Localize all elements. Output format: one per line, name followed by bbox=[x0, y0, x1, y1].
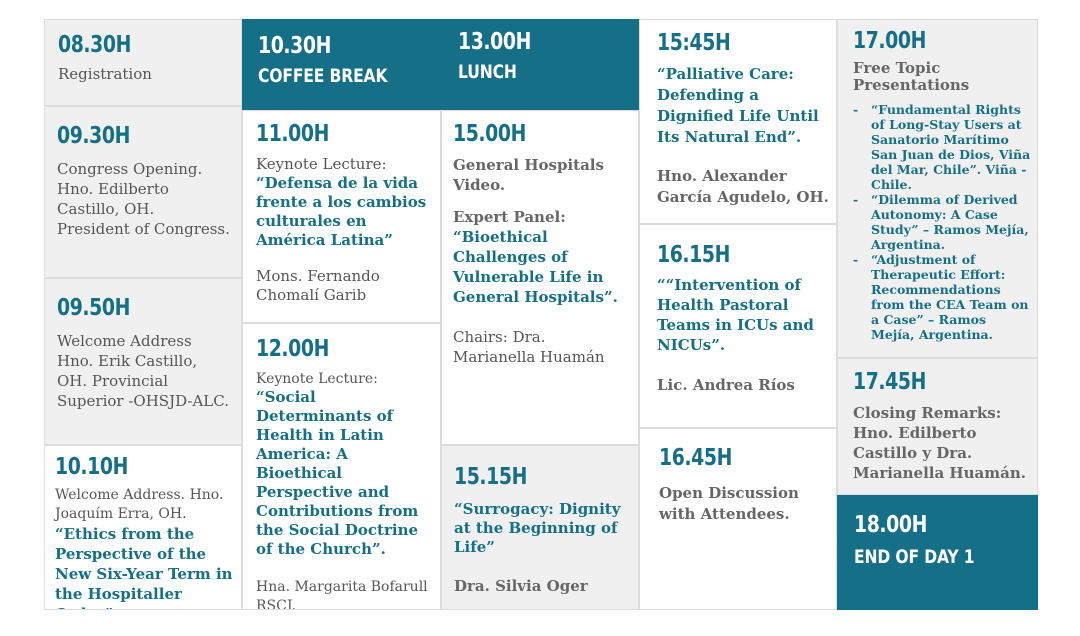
session-1800-end-of-day: 18.00H END OF DAY 1 bbox=[837, 495, 1038, 610]
session-1200: 12.00H Keynote Lecture: “Social Determin… bbox=[242, 323, 441, 610]
session-text: Congress Opening. Hno. Edilberto Castill… bbox=[57, 160, 230, 238]
session-time: 17.45H bbox=[853, 369, 926, 395]
session-speaker: Dra. Silvia Oger bbox=[454, 577, 588, 595]
session-text: Free Topic Presentations bbox=[853, 59, 970, 94]
session-time: 10.30H bbox=[258, 33, 331, 59]
session-speaker: Lic. Andrea Ríos bbox=[657, 376, 795, 394]
presentation-list: “Fundamental Rights of Long-Stay Users a… bbox=[853, 102, 1031, 342]
session-time: 10.10H bbox=[55, 454, 128, 480]
session-time: 09.30H bbox=[57, 123, 130, 149]
session-title: “Ethics from the Perspective of the New … bbox=[55, 525, 233, 609]
session-0930: 09.30H Congress Opening. Hno. Edilberto … bbox=[44, 106, 242, 278]
presentation-item: “Adjustment of Therapeutic Effort: Recom… bbox=[853, 252, 1031, 342]
break-label: COFFEE BREAK bbox=[258, 65, 388, 87]
session-1010: 10.10H Welcome Address. Hno. Joaquím Err… bbox=[44, 445, 242, 610]
session-1615: 16.15H ““Intervention of Health Pastoral… bbox=[639, 224, 837, 428]
session-time: 08.30H bbox=[58, 32, 131, 58]
column-5: 17.00H Free Topic Presentations “Fundame… bbox=[837, 19, 1038, 610]
session-title: “Social Determinants of Health in Latin … bbox=[256, 388, 419, 558]
session-1100: 11.00H Keynote Lecture: “Defensa de la v… bbox=[242, 110, 441, 323]
session-text: Registration bbox=[58, 65, 152, 83]
break-label: LUNCH bbox=[458, 61, 517, 83]
session-intro: Keynote Lecture: bbox=[256, 371, 378, 387]
session-text: Open Discussion with Attendees. bbox=[659, 484, 799, 523]
session-intro: Expert Panel: bbox=[453, 208, 566, 226]
session-intro: Keynote Lecture: bbox=[256, 155, 387, 173]
column-2: 10.30H COFFEE BREAK 11.00H Keynote Lectu… bbox=[242, 19, 441, 610]
session-text: Welcome Address Hno. Erik Castillo, OH. … bbox=[57, 332, 229, 410]
column-1: 08.30H Registration 09.30H Congress Open… bbox=[44, 19, 242, 610]
session-text: Closing Remarks: Hno. Edilberto Castillo… bbox=[853, 404, 1026, 482]
session-1745: 17.45H Closing Remarks: Hno. Edilberto C… bbox=[837, 358, 1038, 495]
session-speaker: Hno. Alexander García Agudelo, OH. bbox=[657, 167, 829, 206]
session-0830: 08.30H Registration bbox=[44, 19, 242, 106]
agenda-grid: 08.30H Registration 09.30H Congress Open… bbox=[44, 19, 1038, 610]
column-4: 15:45H “Palliative Care: Defending a Dig… bbox=[639, 19, 837, 610]
session-time: 12.00H bbox=[256, 336, 329, 362]
session-time: 13.00H bbox=[458, 29, 531, 55]
end-label: END OF DAY 1 bbox=[854, 546, 975, 568]
session-time: 11.00H bbox=[256, 121, 329, 147]
session-time: 17.00H bbox=[853, 28, 926, 54]
session-time: 15.15H bbox=[454, 464, 527, 490]
session-0950: 09.50H Welcome Address Hno. Erik Castill… bbox=[44, 278, 242, 445]
session-title: “Surrogacy: Dignity at the Beginning of … bbox=[454, 500, 621, 556]
session-1645: 16.45H Open Discussion with Attendees. bbox=[639, 428, 837, 610]
session-time: 16.15H bbox=[657, 242, 730, 268]
session-title: “Palliative Care: Defending a Dignified … bbox=[657, 65, 819, 146]
session-title: ““Intervention of Health Pastoral Teams … bbox=[657, 276, 814, 354]
session-intro: Welcome Address. Hno. Joaquím Erra, OH. bbox=[55, 487, 224, 522]
session-1545: 15:45H “Palliative Care: Defending a Dig… bbox=[639, 19, 837, 224]
session-time: 18.00H bbox=[854, 512, 927, 538]
column-3: 13.00H LUNCH 15.00H General Hospitals Vi… bbox=[441, 19, 639, 610]
session-title: “Bioethical Challenges of Vulnerable Lif… bbox=[453, 228, 618, 306]
session-1500: 15.00H General Hospitals Video. Expert P… bbox=[441, 110, 639, 445]
presentation-item: “Fundamental Rights of Long-Stay Users a… bbox=[853, 102, 1031, 192]
session-time: 15:45H bbox=[657, 30, 731, 56]
session-text: General Hospitals Video. bbox=[453, 156, 604, 194]
session-title: “Defensa de la vida frente a los cambios… bbox=[256, 174, 427, 249]
session-speaker: Hna. Margarita Bofarull RSCJ. bbox=[256, 579, 428, 610]
session-speaker: Mons. Fernando Chomalí Garib bbox=[256, 267, 380, 304]
presentation-item: “Dilemma of Derived Autonomy: A Case Stu… bbox=[853, 192, 1031, 252]
session-chairs: Chairs: Dra. Marianella Huamán bbox=[453, 328, 605, 366]
session-1030-coffee-break: 10.30H COFFEE BREAK bbox=[242, 19, 441, 110]
session-time: 16.45H bbox=[659, 445, 732, 471]
session-1300-lunch: 13.00H LUNCH bbox=[441, 19, 639, 110]
session-1515: 15.15H “Surrogacy: Dignity at the Beginn… bbox=[441, 445, 639, 610]
session-time: 09.50H bbox=[57, 295, 130, 321]
session-1700: 17.00H Free Topic Presentations “Fundame… bbox=[837, 19, 1038, 358]
session-time: 15.00H bbox=[453, 121, 526, 147]
